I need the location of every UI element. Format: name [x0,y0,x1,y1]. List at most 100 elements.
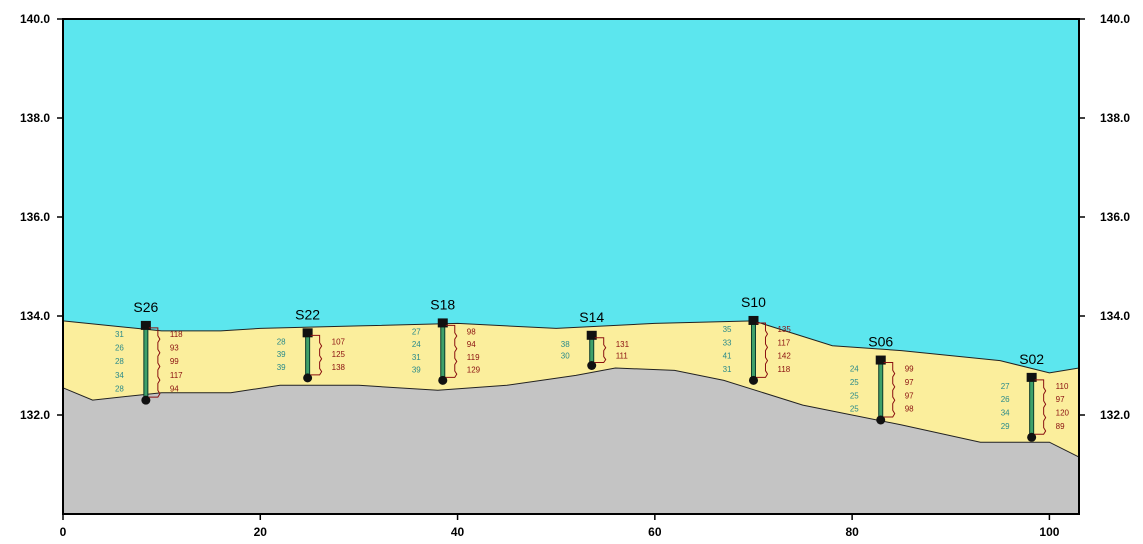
x-tick-label: 0 [60,525,67,539]
right-value: 120 [1056,409,1070,418]
borehole-top-marker [1026,372,1037,382]
left-value: 26 [115,344,124,353]
boring-s18: S18 27 24 31 39 98 94 119 129 [412,296,481,385]
y-tick-label-left: 132.0 [20,408,50,422]
right-value: 99 [170,357,179,366]
right-value: 117 [777,338,790,347]
boring-s02: S02 27 26 34 29 110 97 120 89 [1001,351,1070,442]
bracket-line [756,322,769,378]
boring-s06: S06 24 25 25 25 99 97 97 98 [850,334,914,425]
left-value: 27 [412,327,421,336]
left-value: 30 [561,352,570,361]
left-value: 25 [850,391,859,400]
left-value: 31 [723,365,732,374]
left-value: 39 [412,366,421,375]
left-value: 24 [850,365,859,374]
plot-frame [62,18,1080,515]
right-value: 118 [170,330,183,339]
left-value: 28 [115,385,124,394]
x-tick-label: 40 [451,525,465,539]
y-tick-label-right: 132.0 [1100,408,1130,422]
right-value: 117 [170,371,183,380]
right-value: 107 [332,337,346,346]
borehole-shaft [750,320,756,381]
left-value: 31 [115,330,124,339]
left-value: 31 [412,353,421,362]
bracket-line [594,337,607,363]
y-tick-label-left: 136.0 [20,210,50,224]
borehole-shaft [878,360,884,421]
boring-label: S26 [133,299,158,315]
left-value: 26 [1001,395,1010,404]
right-value: 94 [467,340,476,349]
left-value: 39 [277,363,286,372]
left-value: 25 [850,378,859,387]
x-tick-label: 60 [648,525,662,539]
boring-label: S14 [579,309,604,325]
right-value: 110 [1056,382,1069,391]
boring-s14: S14 38 30 131 111 [561,309,630,370]
bracket-line [148,327,161,398]
left-value: 25 [850,405,859,414]
y-tick-label-right: 134.0 [1100,309,1130,323]
right-value: 118 [777,365,790,374]
borings-layer: S26 31 26 28 34 28 118 93 99 117 94 S22 28 39 39 107 125… [115,294,1070,442]
y-tick-label-left: 140.0 [20,12,50,26]
right-value: 135 [777,325,791,334]
right-value: 93 [170,344,179,353]
boring-label: S18 [430,296,455,312]
boring-label: S22 [295,306,320,322]
boring-label: S06 [868,334,893,350]
right-value: 89 [1056,422,1065,431]
left-value: 27 [1001,382,1010,391]
borehole-bottom-marker [141,395,151,405]
left-value: 41 [723,352,732,361]
y-tick-label-right: 138.0 [1100,111,1130,125]
left-value: 28 [115,357,124,366]
boring-label: S02 [1019,351,1044,367]
left-value: 35 [723,325,732,334]
boring-label: S10 [741,294,766,310]
y-tick-label-left: 138.0 [20,111,50,125]
right-value: 125 [332,350,346,359]
left-value: 39 [277,350,286,359]
borehole-top-marker [875,355,886,365]
borehole-bottom-marker [303,373,313,383]
right-value: 94 [170,385,179,394]
bracket-line [883,362,896,418]
bracket-line [1034,379,1047,435]
plot-area [62,18,1080,515]
left-value: 28 [277,337,286,346]
y-tick-label-right: 140.0 [1100,12,1130,26]
right-value: 99 [905,365,914,374]
y-tick-label-left: 134.0 [20,309,50,323]
borehole-top-marker [302,328,313,338]
borehole-bottom-marker [1027,432,1037,442]
right-value: 129 [467,366,481,375]
bracket-line [445,324,458,378]
borehole-top-marker [140,320,151,330]
borehole-top-marker [437,318,448,328]
left-value: 33 [723,338,732,347]
boring-s10: S10 35 33 41 31 135 117 142 118 [723,294,791,385]
left-value: 34 [1001,409,1010,418]
right-value: 98 [905,405,914,414]
right-value: 97 [905,378,914,387]
rock-surface-line [62,367,1080,458]
right-value: 97 [905,391,914,400]
x-tick-label: 80 [845,525,859,539]
y-tick-label-right: 136.0 [1100,210,1130,224]
borehole-bottom-marker [748,375,758,385]
borehole-top-marker [748,315,759,325]
borehole-bottom-marker [438,375,448,385]
borehole-shaft [305,332,311,379]
left-value: 34 [115,371,124,380]
left-value: 29 [1001,422,1010,431]
rock-layer [63,368,1079,514]
borehole-shaft [1029,377,1035,438]
right-value: 111 [616,352,629,361]
borehole-top-marker [586,330,597,340]
right-value: 97 [1056,395,1065,404]
right-value: 142 [777,352,791,361]
